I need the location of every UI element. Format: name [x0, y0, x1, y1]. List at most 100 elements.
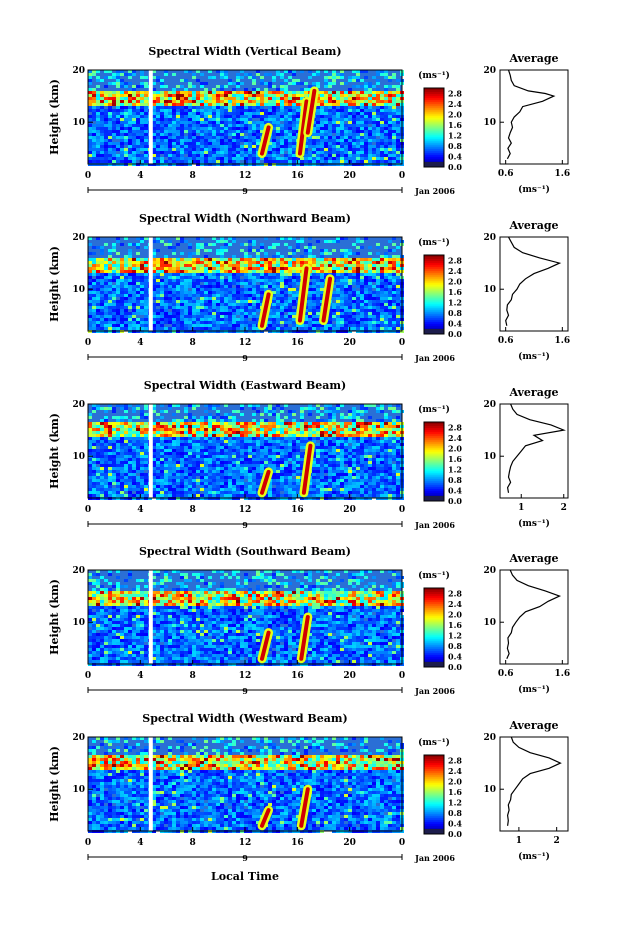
average-title: Average: [508, 552, 558, 565]
x-axis: 0 4 8 12 16 20 0: [85, 327, 405, 348]
colorbar-tick: 2.4: [448, 99, 462, 109]
colorbar-unit: (ms⁻¹): [418, 570, 450, 581]
colorbar-tick: 1.2: [448, 797, 462, 807]
heatmap: [88, 70, 404, 166]
colorbar-tick: 1.6: [448, 454, 462, 464]
colorbar-tick: 0.8: [448, 641, 462, 651]
avg-x-tick-label: 1: [516, 836, 522, 846]
avg-x-tick-label: 1: [518, 503, 524, 513]
x-tick-label: 16: [291, 505, 304, 515]
colorbar-floor: [424, 496, 444, 501]
y-axis-label: Height (km): [48, 79, 61, 155]
x-axis: 0 4 8 12 16 20 0: [85, 494, 405, 515]
x-tick-label: 0: [85, 171, 91, 181]
avg-x-axis-label: (ms⁻¹): [518, 184, 550, 195]
colorbar-tick: 0.4: [448, 818, 462, 828]
data-gap: [148, 570, 153, 664]
panel-3: Spectral Width (Southward Beam) 0 4 8 12 16 20…: [48, 545, 570, 696]
panel-title: Spectral Width (Eastward Beam): [144, 379, 346, 392]
colorbar-tick: 2.4: [448, 266, 462, 276]
avg-x-tick-label: 0.6: [498, 336, 514, 346]
average-title: Average: [508, 52, 558, 65]
average-profile: Average 20 10 0.6 1.6 (ms⁻¹): [483, 52, 570, 195]
colorbar-frame: [423, 87, 445, 168]
colorbar-tick: 0.0: [448, 496, 462, 506]
colorbar-tick: 0.0: [448, 329, 462, 339]
y-tick-label: 20: [72, 566, 85, 576]
panel-2: Spectral Width (Eastward Beam) 0 4 8 12 16 20 0…: [48, 379, 569, 530]
colorbar-tick: 1.6: [448, 620, 462, 630]
x-tick-label: 12: [239, 838, 252, 848]
x-tick-label: 0: [85, 671, 91, 681]
panel-title: Spectral Width (Vertical Beam): [148, 45, 341, 58]
average-profile-line: [506, 69, 556, 160]
x-tick-label: 20: [343, 171, 356, 181]
y-tick-label: 10: [72, 118, 85, 128]
date-label: Jan 2006: [414, 186, 455, 196]
x-tick-label: 8: [190, 505, 196, 515]
x-tick-label: 12: [239, 505, 252, 515]
y-axis-label: Height (km): [48, 746, 61, 822]
date-marker: 9: [242, 186, 248, 196]
x-tick-label: 20: [343, 338, 356, 348]
x-tick-label: 20: [343, 671, 356, 681]
date-marker: 9: [242, 853, 248, 863]
colorbar-tick: 0.0: [448, 662, 462, 672]
colorbar-tick: 0.4: [448, 485, 462, 495]
x-tick-label: 8: [190, 671, 196, 681]
colorbar-tick: 2.0: [448, 609, 462, 619]
colorbar-tick: 0.8: [448, 308, 462, 318]
colorbar-tick: 2.0: [448, 276, 462, 286]
y-tick-label: 20: [72, 733, 85, 743]
data-gap: [148, 404, 153, 498]
avg-x-tick-label: 0.6: [498, 169, 514, 179]
average-profile: Average 20 10 0.6 1.6 (ms⁻¹): [483, 219, 570, 362]
colorbar: (ms⁻¹) 2.82.42.01.61.20.80.40.0: [418, 737, 462, 839]
colorbar-tick: 2.4: [448, 599, 462, 609]
panel-4: Spectral Width (Westward Beam)0 4 8 12 16 20 0…: [48, 712, 569, 863]
y-tick-label: 20: [72, 233, 85, 243]
x-tick-label: 12: [239, 171, 252, 181]
date-marker: 9: [242, 686, 248, 696]
colorbar-floor: [424, 162, 444, 167]
x-tick-label: 0: [85, 505, 91, 515]
colorbar-tick: 1.2: [448, 464, 462, 474]
panel-title: Spectral Width (Northward Beam): [139, 212, 351, 225]
x-tick-label: 0: [85, 838, 91, 848]
date-marker: 9: [242, 520, 248, 530]
avg-x-tick-label: 2: [554, 836, 560, 846]
x-tick-label: 0: [399, 171, 405, 181]
date-marker: 9: [242, 353, 248, 363]
colorbar-frame: [423, 754, 445, 835]
y-tick-label: 10: [72, 618, 85, 628]
colorbar-tick: 0.8: [448, 475, 462, 485]
colorbar: (ms⁻¹) 2.82.42.01.61.20.80.40.0: [418, 404, 462, 506]
avg-y-tick-label: 10: [483, 452, 496, 462]
x-axis: 0 4 8 12 16 20 0: [85, 160, 405, 181]
panel-1: Spectral Width (Northward Beam) 0 4 8 12 16 20…: [48, 212, 570, 363]
colorbar-tick: 2.8: [448, 422, 462, 432]
x-tick-label: 20: [343, 505, 356, 515]
avg-x-axis-label: (ms⁻¹): [518, 851, 550, 862]
colorbar-tick: 2.8: [448, 588, 462, 598]
avg-y-tick-label: 10: [483, 618, 496, 628]
data-gap: [148, 70, 153, 164]
y-axis-label: Height (km): [48, 579, 61, 655]
average-profile: Average 20 10 1 2 (ms⁻¹): [483, 386, 569, 529]
x-tick-label: 8: [190, 171, 196, 181]
avg-y-tick-label: 20: [483, 566, 496, 576]
colorbar-floor: [424, 329, 444, 334]
colorbar-tick: 2.0: [448, 109, 462, 119]
average-title: Average: [508, 219, 558, 232]
x-tick-label: 8: [190, 338, 196, 348]
x-tick-label: 0: [85, 338, 91, 348]
colorbar-tick: 2.8: [448, 755, 462, 765]
y-tick-label: 10: [72, 285, 85, 295]
x-tick-label: 4: [137, 505, 143, 515]
colorbar-tick: 2.4: [448, 766, 462, 776]
y-tick-label: 10: [72, 452, 85, 462]
x-tick-label: 16: [291, 171, 304, 181]
colorbar-tick: 1.2: [448, 630, 462, 640]
